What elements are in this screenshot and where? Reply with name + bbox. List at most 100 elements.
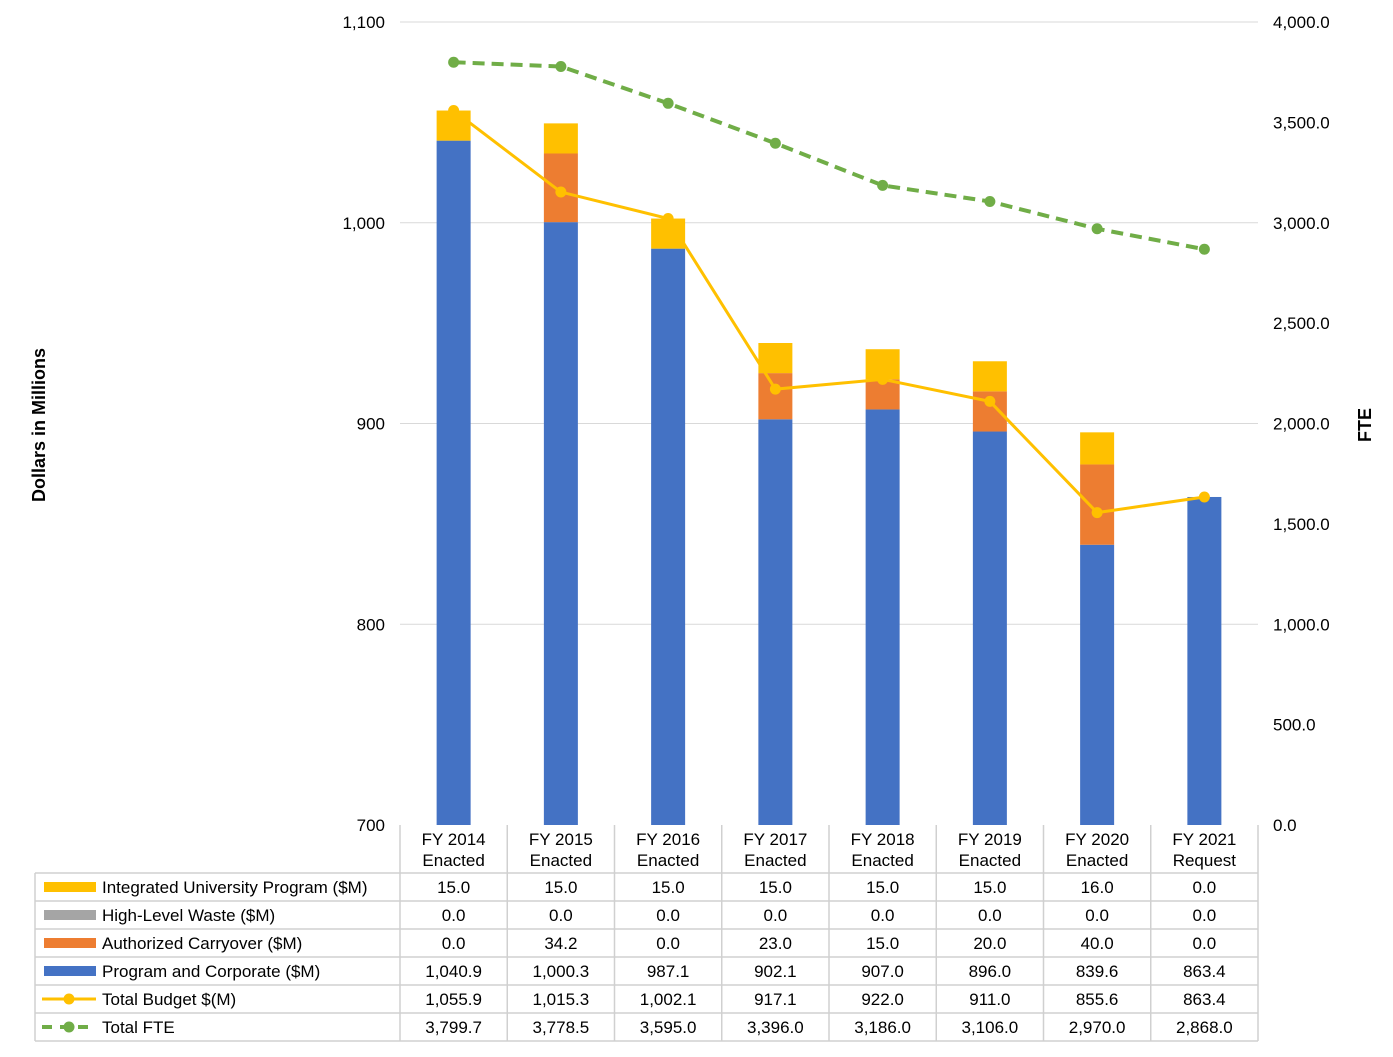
total-fte-point [769, 137, 781, 149]
y2-tick-label: 2,500.0 [1273, 314, 1330, 333]
legend-label: Total FTE [102, 1018, 175, 1037]
legend-swatch [44, 910, 96, 920]
bar-authorized-carryover-m [1080, 464, 1115, 545]
table-cell: 1,055.9 [425, 990, 482, 1009]
table-cell: 987.1 [647, 962, 690, 981]
bar-program-and-corporate-m [972, 431, 1007, 825]
category-sublabel: Enacted [959, 851, 1021, 870]
category-sublabel: Enacted [1066, 851, 1128, 870]
y2-tick-label: 4,000.0 [1273, 13, 1330, 32]
category-label: FY 2015 [529, 830, 593, 849]
table-cell: 3,106.0 [962, 1018, 1019, 1037]
y-tick-label: 900 [357, 415, 385, 434]
legend-label: Authorized Carryover ($M) [102, 934, 302, 953]
category-label: FY 2016 [636, 830, 700, 849]
table-cell: 15.0 [973, 878, 1006, 897]
table-cell: 0.0 [1193, 878, 1217, 897]
category-sublabel: Enacted [637, 851, 699, 870]
category-label: FY 2019 [958, 830, 1022, 849]
table-cell: 902.1 [754, 962, 797, 981]
bar-program-and-corporate-m [758, 419, 793, 825]
table-cell: 863.4 [1183, 962, 1226, 981]
total-fte-point [1198, 243, 1210, 255]
bar-program-and-corporate-m [1080, 544, 1115, 825]
table-cell: 1,000.3 [533, 962, 590, 981]
legend-label: Total Budget $(M) [102, 990, 236, 1009]
table-cell: 15.0 [652, 878, 685, 897]
table-cell: 922.0 [861, 990, 904, 1009]
table-cell: 0.0 [656, 934, 680, 953]
legend-label: High-Level Waste ($M) [102, 906, 275, 925]
y-axis-title: Dollars in Millions [29, 348, 49, 502]
y-tick-label: 1,000 [342, 214, 385, 233]
table-cell: 15.0 [759, 878, 792, 897]
table-cell: 0.0 [1193, 906, 1217, 925]
y2-tick-label: 3,000.0 [1273, 214, 1330, 233]
bar-integrated-university-program-m [758, 342, 793, 374]
legend-swatch [44, 966, 96, 976]
table-cell: 0.0 [442, 934, 466, 953]
category-sublabel: Request [1173, 851, 1237, 870]
total-budget-point [1198, 491, 1210, 503]
legend-swatch [44, 938, 96, 948]
total-fte-line [453, 60, 1205, 252]
category-label: FY 2014 [422, 830, 486, 849]
category-label: FY 2021 [1172, 830, 1236, 849]
total-fte-point [1091, 223, 1103, 235]
table-cell: 3,186.0 [854, 1018, 911, 1037]
table-cell: 15.0 [544, 878, 577, 897]
table-cell: 863.4 [1183, 990, 1226, 1009]
y-tick-label: 700 [357, 816, 385, 835]
table-cell: 896.0 [969, 962, 1012, 981]
table-cell: 15.0 [866, 878, 899, 897]
bar-integrated-university-program-m [972, 361, 1007, 392]
total-budget-point [1091, 507, 1103, 519]
table-cell: 20.0 [973, 934, 1006, 953]
table-cell: 3,396.0 [747, 1018, 804, 1037]
category-sublabel: Enacted [851, 851, 913, 870]
legend-marker [63, 1021, 75, 1033]
total-fte-point [877, 179, 889, 191]
table-cell: 1,002.1 [640, 990, 697, 1009]
total-budget-point [662, 213, 674, 225]
y2-axis-title: FTE [1355, 408, 1375, 442]
bar-program-and-corporate-m [1187, 496, 1222, 825]
table-cell: 3,778.5 [533, 1018, 590, 1037]
bar-program-and-corporate-m [436, 140, 471, 825]
table-cell: 2,868.0 [1176, 1018, 1233, 1037]
table-cell: 15.0 [437, 878, 470, 897]
legend-swatch [44, 882, 96, 892]
table-cell: 2,970.0 [1069, 1018, 1126, 1037]
y2-tick-label: 2,000.0 [1273, 415, 1330, 434]
table-cell: 911.0 [969, 990, 1010, 1009]
total-fte-point [555, 60, 567, 72]
table-cell: 0.0 [978, 906, 1002, 925]
total-budget-point [555, 186, 567, 198]
y2-tick-label: 1,500.0 [1273, 515, 1330, 534]
table-cell: 16.0 [1081, 878, 1114, 897]
table-cell: 34.2 [544, 934, 577, 953]
total-budget-line [452, 109, 1205, 515]
table-cell: 0.0 [871, 906, 895, 925]
table-cell: 0.0 [549, 906, 573, 925]
table-cell: 0.0 [764, 906, 788, 925]
total-budget-point [877, 373, 889, 385]
y2-tick-label: 0.0 [1273, 816, 1297, 835]
table-cell: 907.0 [861, 962, 904, 981]
total-fte-point [448, 56, 460, 68]
category-label: FY 2020 [1065, 830, 1129, 849]
bar-authorized-carryover-m [758, 373, 793, 420]
table-cell: 3,799.7 [425, 1018, 482, 1037]
total-budget-point [448, 105, 460, 117]
bar-program-and-corporate-m [651, 248, 686, 826]
y2-tick-label: 3,500.0 [1273, 113, 1330, 132]
category-sublabel: Enacted [744, 851, 806, 870]
category-sublabel: Enacted [530, 851, 592, 870]
table-cell: 0.0 [656, 906, 680, 925]
bar-integrated-university-program-m [1080, 432, 1115, 465]
y2-tick-label: 1,000.0 [1273, 615, 1330, 634]
table-cell: 1,015.3 [533, 990, 590, 1009]
y-tick-label: 1,100 [342, 13, 385, 32]
total-fte-point [662, 97, 674, 109]
table-cell: 1,040.9 [425, 962, 482, 981]
